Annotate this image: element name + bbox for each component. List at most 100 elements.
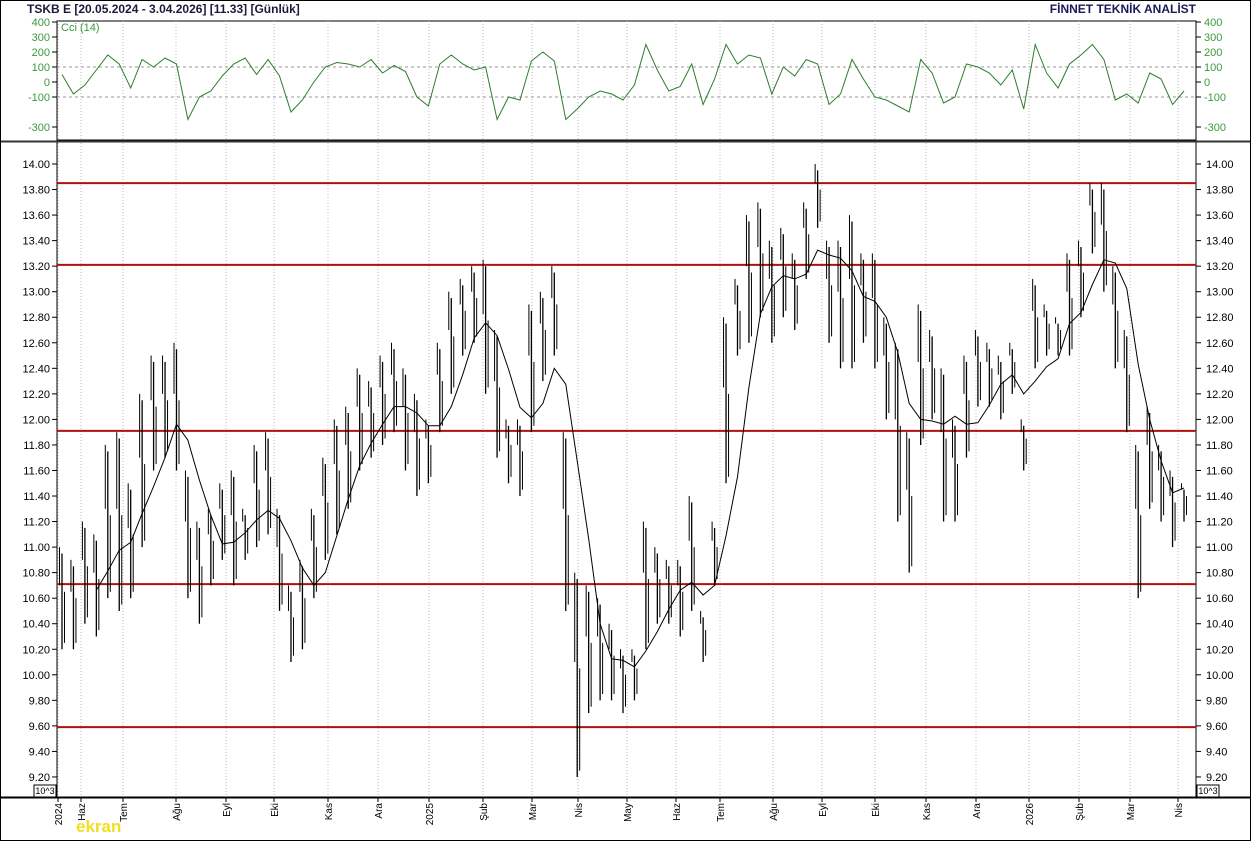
cci-axis-label-l: -300 <box>28 122 50 134</box>
x-tick-label: Mar <box>1126 802 1137 820</box>
price-axis-label: 13.80 <box>1206 185 1234 197</box>
x-tick-label: Tem <box>119 803 130 822</box>
cci-axis-label-r: -300 <box>1204 122 1226 134</box>
price-axis-label: 11.80 <box>1206 440 1233 452</box>
x-tick-label: Kas <box>324 803 335 820</box>
cci-axis-label-r: -100 <box>1204 92 1226 104</box>
x-tick-label: Mar <box>528 802 539 820</box>
price-axis-label: 10.60 <box>1206 593 1234 605</box>
price-axis-label-left: 12.40 <box>22 363 50 375</box>
x-tick-label: Haz <box>672 803 683 821</box>
price-axis-label: 9.60 <box>1206 721 1227 733</box>
cci-line <box>61 42 1185 121</box>
price-axis-label-left: 13.20 <box>22 261 50 273</box>
price-axis-label: 10.40 <box>1206 619 1234 631</box>
price-axis-label: 10.00 <box>1206 670 1234 682</box>
price-axis-label: 10.20 <box>1206 644 1234 656</box>
price-axis-label: 12.40 <box>1206 363 1234 375</box>
cci-axis-label-r: 200 <box>1204 47 1222 59</box>
price-axis-label-left: 10.20 <box>22 644 50 656</box>
price-axis-label: 10.80 <box>1206 568 1234 580</box>
price-axis-label-left: 12.00 <box>22 414 50 426</box>
x-tick-label: 2025 <box>425 803 436 826</box>
price-axis-label-left: 14.00 <box>22 159 50 171</box>
price-axis-label-left: 12.20 <box>22 389 50 401</box>
ekran-logo: ekran <box>76 817 122 836</box>
price-axis-label: 11.60 <box>1206 465 1233 477</box>
price-axis-label-left: 10.60 <box>22 593 50 605</box>
x-tick-label: Şub <box>479 803 490 821</box>
price-axis-label-left: 11.20 <box>23 517 50 529</box>
price-axis-label: 11.20 <box>1206 517 1233 529</box>
price-axis-label: 12.00 <box>1206 414 1234 426</box>
x-tick-label: Şub <box>1075 803 1086 821</box>
price-axis-label-left: 11.40 <box>23 491 50 503</box>
price-axis-label-left: 11.60 <box>23 465 50 477</box>
x-tick-label: Eki <box>871 803 882 817</box>
price-axis-label: 9.40 <box>1206 746 1227 758</box>
price-axis-label: 9.20 <box>1206 772 1227 784</box>
price-axis-label-left: 13.40 <box>22 236 50 248</box>
price-axis-label: 13.00 <box>1206 287 1234 299</box>
x-tick-label: Eyl <box>222 803 233 817</box>
cci-axis-label-l: 100 <box>32 62 50 74</box>
price-axis-label-left: 11.80 <box>23 440 50 452</box>
x-tick-label: Eyl <box>818 803 829 817</box>
scale-box-right <box>1196 784 1220 798</box>
price-axis-label-left: 12.80 <box>22 312 50 324</box>
cci-axis-label-r: 0 <box>1204 77 1210 89</box>
x-tick-label: Ağu <box>172 803 183 821</box>
price-axis-label: 13.60 <box>1206 210 1234 222</box>
price-axis-label: 14.00 <box>1206 159 1234 171</box>
price-axis-label: 9.80 <box>1206 695 1227 707</box>
x-tick-label: Kas <box>922 803 933 820</box>
scale-box-left-label: 10^3 <box>35 786 54 796</box>
x-tick-label: Ağu <box>769 803 780 821</box>
price-axis-label-left: 9.40 <box>29 746 50 758</box>
price-axis-label-left: 13.00 <box>22 287 50 299</box>
cci-axis-label-l: 200 <box>32 47 50 59</box>
price-axis-label: 13.40 <box>1206 236 1234 248</box>
cci-axis-label-l: 0 <box>44 77 50 89</box>
x-tick-label: Tem <box>716 803 727 822</box>
brand-label: FİNNET TEKNİK ANALİST <box>1049 2 1196 16</box>
price-axis-label: 11.00 <box>1206 542 1233 554</box>
x-tick-label: Haz <box>77 803 88 821</box>
cci-axis-label-r: 400 <box>1204 17 1222 29</box>
price-axis-label-left: 10.80 <box>22 568 50 580</box>
scale-box-left <box>33 784 57 798</box>
cci-axis-label-l: 400 <box>32 17 50 29</box>
scale-box-right-label: 10^3 <box>1198 786 1217 796</box>
cci-axis-label-l: -100 <box>28 92 50 104</box>
x-tick-label: Ara <box>972 803 983 819</box>
x-tick-label: Ara <box>374 803 385 819</box>
cci-axis-label-r: 300 <box>1204 32 1222 44</box>
price-axis-label-left: 13.80 <box>22 185 50 197</box>
price-axis-label-left: 9.80 <box>29 695 50 707</box>
price-axis-label-left: 12.60 <box>22 338 50 350</box>
chart-title: TSKB E [20.05.2024 - 3.04.2026] [11.33] … <box>27 2 300 16</box>
price-axis-label-left: 13.60 <box>22 210 50 222</box>
price-axis-label-left: 10.40 <box>22 619 50 631</box>
price-axis-label-left: 11.00 <box>23 542 50 554</box>
price-axis-label: 12.20 <box>1206 389 1234 401</box>
price-axis-label: 12.60 <box>1206 338 1234 350</box>
x-tick-label: Eki <box>270 803 281 817</box>
price-axis-label-left: 10.00 <box>22 670 50 682</box>
price-axis-label: 13.20 <box>1206 261 1234 273</box>
x-tick-label: Nis <box>1174 803 1185 817</box>
x-tick-label: 2024 <box>54 803 65 826</box>
price-axis-label-left: 9.60 <box>29 721 50 733</box>
cci-panel-frame <box>56 20 1197 141</box>
moving-average-line <box>95 249 1185 668</box>
x-tick-label: Nis <box>574 803 585 817</box>
price-axis-label: 11.40 <box>1206 491 1233 503</box>
x-tick-label: May <box>623 803 634 822</box>
price-axis-label-left: 9.20 <box>29 772 50 784</box>
cci-axis-label-l: 300 <box>32 32 50 44</box>
price-axis-label: 12.80 <box>1206 312 1234 324</box>
cci-indicator-label: Cci (14) <box>61 22 100 34</box>
